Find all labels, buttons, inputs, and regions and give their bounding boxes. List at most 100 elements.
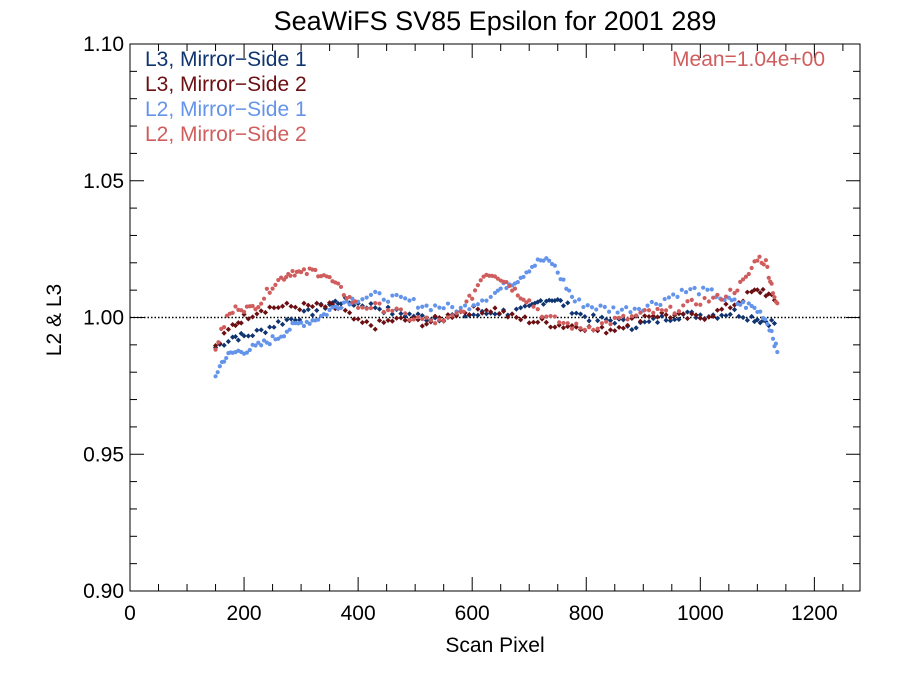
data-point: [394, 292, 399, 298]
data-point: [710, 313, 716, 320]
data-point: [675, 294, 680, 299]
data-point: [441, 306, 446, 311]
data-point: [723, 301, 729, 307]
data-point: [262, 329, 269, 336]
mean-annotation: Mean=1.04e+00: [672, 48, 825, 71]
data-point: [599, 321, 605, 326]
data-point: [719, 306, 725, 312]
data-point: [522, 314, 528, 320]
data-point: [763, 258, 768, 263]
data-point: [633, 325, 639, 331]
y-axis-label: L2 & L3: [43, 284, 66, 356]
data-point: [464, 299, 469, 304]
data-point: [663, 317, 669, 323]
data-point: [359, 319, 366, 326]
data-point: [381, 319, 387, 326]
data-point: [560, 325, 567, 331]
data-point: [539, 314, 545, 319]
data-point: [461, 309, 466, 314]
data-point: [273, 282, 278, 287]
data-point: [738, 302, 743, 307]
data-point: [754, 317, 760, 323]
data-point: [740, 314, 746, 321]
data-point: [743, 305, 749, 310]
data-point: [475, 306, 481, 312]
data-point: [467, 307, 472, 312]
data-point: [314, 307, 320, 314]
data-point: [298, 320, 304, 325]
data-point: [521, 274, 526, 280]
data-point: [462, 303, 468, 308]
data-point: [262, 309, 269, 316]
data-point: [765, 321, 770, 327]
data-point: [761, 262, 766, 267]
data-point: [766, 323, 772, 329]
data-point: [496, 310, 502, 317]
data-point: [368, 306, 374, 311]
data-point: [347, 294, 352, 300]
data-point: [355, 316, 361, 322]
data-point: [586, 318, 592, 324]
data-point: [629, 314, 634, 319]
data-point: [723, 313, 729, 319]
data-point: [552, 263, 557, 268]
data-point: [731, 302, 738, 308]
data-point: [531, 304, 536, 309]
legend-entry: L3, Mirror−Side 2: [145, 73, 307, 96]
data-point: [530, 319, 537, 325]
data-point: [281, 334, 287, 339]
data-point: [225, 338, 231, 345]
data-point: [574, 321, 579, 326]
x-tick-label: 600: [455, 602, 490, 625]
data-point: [470, 296, 475, 301]
data-point: [406, 311, 413, 317]
data-point: [688, 287, 693, 292]
data-point: [672, 316, 678, 323]
data-point: [390, 293, 395, 298]
data-point: [253, 307, 258, 312]
data-point: [698, 302, 703, 307]
data-point: [598, 303, 603, 308]
data-point: [341, 293, 346, 298]
data-point: [758, 309, 763, 314]
data-point: [757, 320, 763, 326]
data-point: [216, 340, 221, 345]
legend-entry: L3, Mirror−Side 1: [145, 48, 307, 71]
data-point: [385, 308, 391, 313]
x-tick-label: 800: [569, 602, 604, 625]
data-point: [749, 313, 755, 320]
data-point: [471, 303, 476, 308]
data-point: [757, 254, 762, 259]
data-point: [324, 312, 329, 318]
data-point: [373, 300, 378, 306]
data-point: [335, 300, 341, 307]
data-point: [267, 342, 272, 347]
data-point: [552, 324, 558, 330]
data-point: [217, 364, 222, 369]
data-point: [288, 273, 293, 278]
data-point: [224, 355, 229, 361]
data-point: [637, 318, 644, 324]
data-point: [500, 308, 507, 315]
data-point: [624, 305, 629, 310]
data-point: [632, 306, 637, 311]
data-point: [318, 302, 324, 308]
data-point: [692, 285, 697, 291]
legend-entry: L2, Mirror−Side 1: [145, 98, 307, 121]
data-point: [636, 306, 642, 312]
data-point: [518, 317, 524, 323]
data-point: [233, 304, 238, 309]
data-point: [419, 323, 425, 329]
legend-entry: L2, Mirror−Side 2: [145, 123, 307, 146]
data-point: [625, 317, 630, 322]
data-point: [513, 306, 519, 312]
data-point: [638, 310, 643, 315]
data-point: [509, 311, 515, 317]
data-point: [305, 302, 311, 308]
data-point: [548, 324, 554, 330]
data-point: [232, 322, 239, 329]
data-point: [390, 308, 395, 313]
data-point: [373, 289, 378, 294]
x-tick-label: 400: [341, 602, 376, 625]
data-point: [515, 280, 520, 285]
